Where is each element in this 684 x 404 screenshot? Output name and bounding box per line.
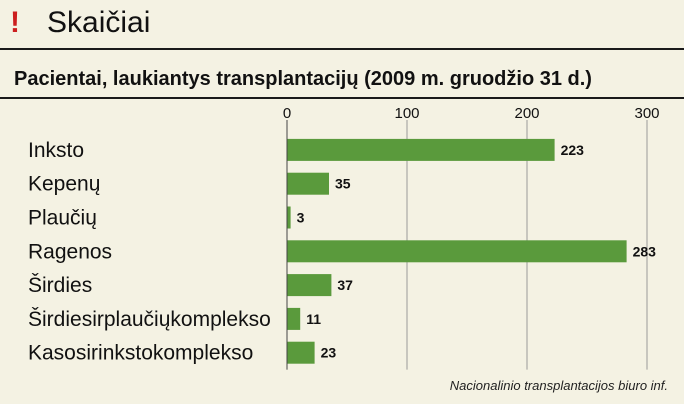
bar — [287, 172, 329, 195]
data-label: 283 — [633, 243, 657, 259]
bar — [287, 206, 291, 229]
category-label: Širdies — [28, 274, 92, 297]
chart-title: Pacientai, laukiantys transplantacijų (2… — [14, 68, 592, 90]
bar — [287, 274, 332, 297]
category-label: Širdiesirplaučiųkomplekso — [28, 308, 271, 331]
category-label: Kasosirinkstokomplekso — [28, 342, 253, 365]
category-label: Plaučių — [28, 207, 97, 230]
title-rule — [0, 97, 684, 99]
data-label: 11 — [306, 311, 321, 327]
bar — [287, 307, 301, 330]
data-label: 35 — [335, 176, 351, 192]
data-label: 223 — [561, 142, 585, 158]
data-label: 23 — [321, 345, 337, 361]
bar — [287, 138, 555, 161]
x-tick-label: 0 — [283, 105, 291, 122]
category-label: Kepenų — [28, 173, 100, 196]
data-label: 37 — [337, 277, 353, 293]
bar — [287, 341, 315, 364]
section-title: Skaičiai — [47, 6, 151, 39]
data-label: 3 — [297, 210, 305, 226]
source-note: Nacionalinio transplantacijos biuro inf. — [449, 378, 668, 393]
category-label: Inksto — [28, 139, 84, 162]
x-tick-label: 100 — [394, 105, 419, 122]
section-header: ! Skaičiai — [0, 0, 684, 50]
category-label: Ragenos — [28, 240, 112, 263]
x-tick-label: 300 — [634, 105, 659, 122]
exclamation-icon: ! — [10, 6, 20, 39]
x-tick-label: 200 — [514, 105, 539, 122]
bar — [287, 240, 627, 263]
